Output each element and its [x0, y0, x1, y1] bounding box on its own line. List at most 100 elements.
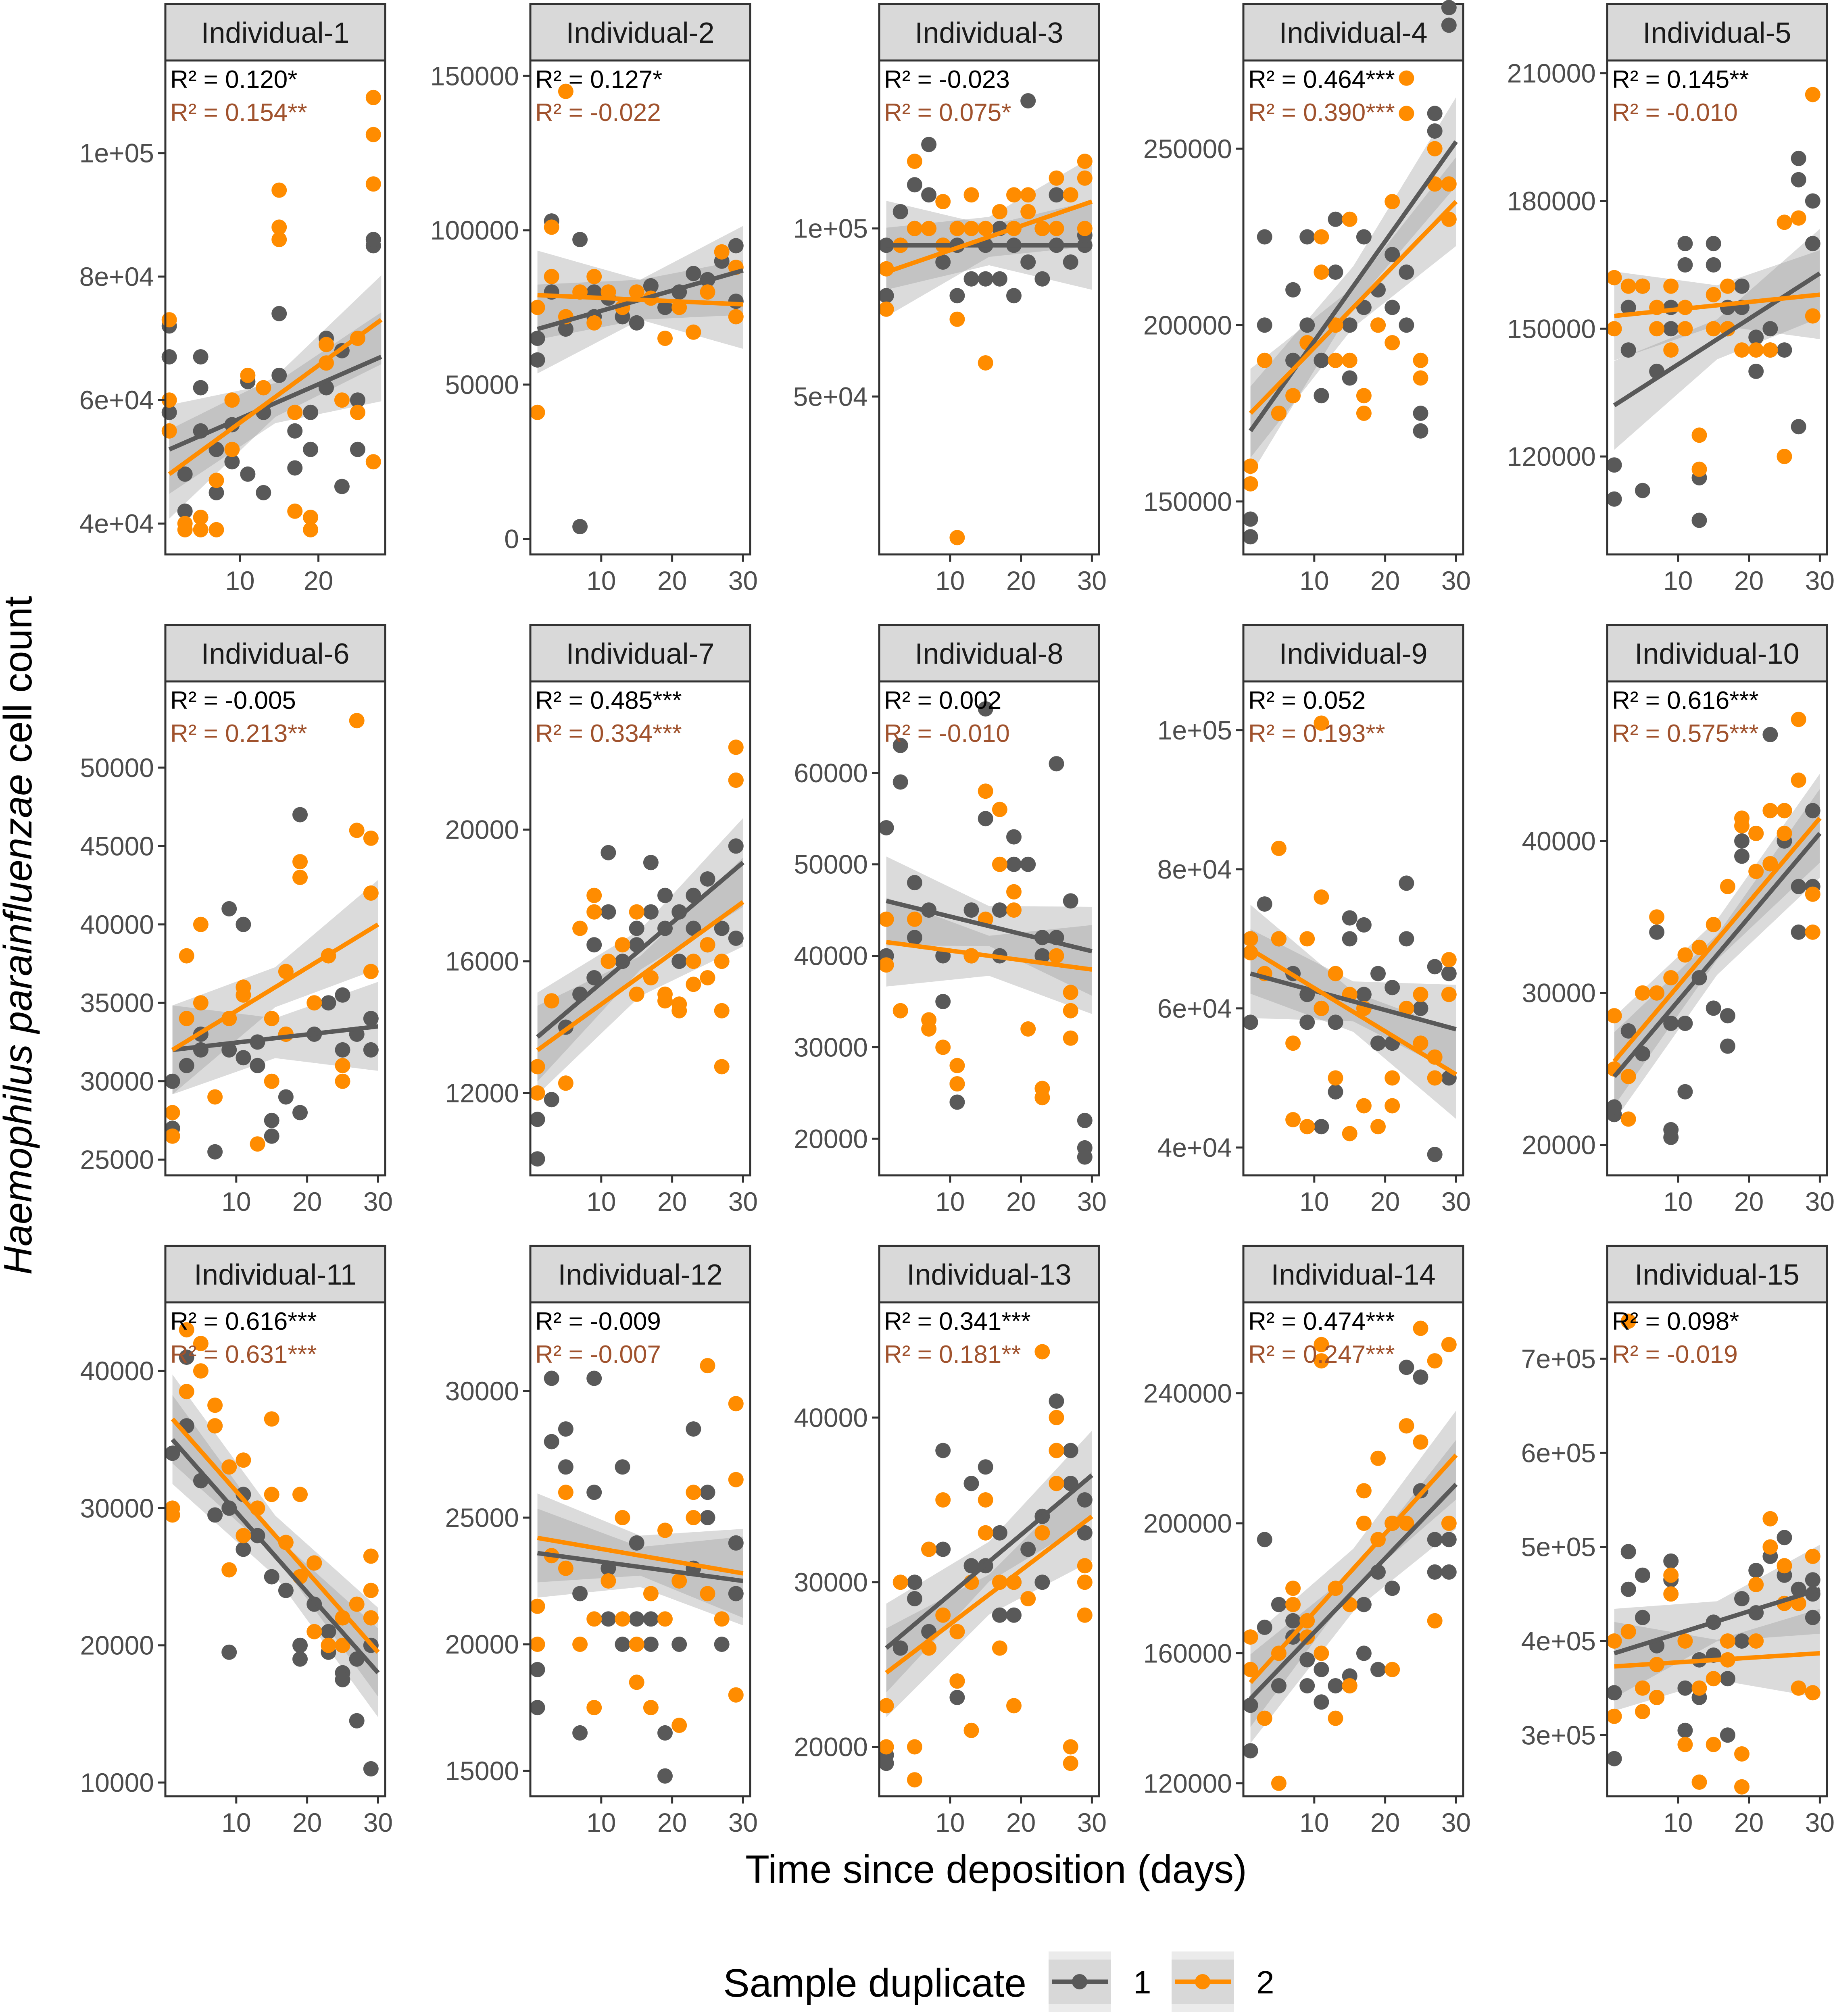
point-dup1	[1663, 321, 1679, 337]
point-dup1	[1427, 1147, 1443, 1162]
point-dup2	[629, 986, 644, 1002]
point-dup2	[278, 964, 294, 979]
point-dup1	[1635, 483, 1650, 498]
point-dup2	[1385, 194, 1400, 209]
point-dup1	[1620, 1581, 1636, 1597]
point-dup1	[1635, 1567, 1650, 1583]
point-dup1	[1606, 457, 1622, 473]
point-dup1	[1649, 924, 1665, 940]
point-dup2	[271, 219, 287, 235]
point-dup1	[992, 1525, 1007, 1541]
point-dup1	[586, 1370, 602, 1386]
point-dup2	[1748, 1577, 1764, 1592]
y-tick-label: 20000	[794, 1124, 868, 1154]
point-dup1	[1356, 1597, 1372, 1612]
point-dup1	[1006, 829, 1022, 845]
r2-label-dup2: R² = 0.631***	[170, 1341, 317, 1368]
point-dup1	[530, 1662, 545, 1677]
strip-background	[529, 624, 751, 683]
point-dup2	[643, 1700, 659, 1716]
strip-label: Individual-3	[915, 17, 1063, 49]
point-dup1	[335, 1672, 350, 1687]
point-dup2	[963, 221, 979, 236]
point-dup1	[615, 1459, 630, 1475]
x-tick-label: 10	[221, 1808, 251, 1837]
point-dup2	[700, 284, 715, 300]
point-dup1	[1777, 342, 1792, 358]
y-tick-label: 25000	[80, 1145, 154, 1175]
point-dup2	[1441, 1337, 1457, 1352]
point-dup1	[165, 1445, 180, 1461]
point-dup2	[1049, 1410, 1064, 1425]
point-dup2	[1049, 221, 1064, 236]
strip-label: Individual-8	[915, 638, 1063, 670]
point-dup2	[1385, 1662, 1400, 1677]
point-dup1	[714, 1637, 730, 1652]
point-dup1	[572, 519, 588, 535]
point-dup2	[949, 1673, 965, 1689]
point-dup2	[303, 522, 319, 537]
point-dup2	[1427, 141, 1443, 156]
point-dup2	[1791, 1680, 1806, 1696]
point-dup1	[256, 485, 271, 500]
trend-line-dup2	[1249, 947, 1458, 1077]
point-dup1	[992, 1607, 1007, 1623]
x-tick-label: 20	[1734, 1187, 1764, 1216]
point-dup1	[1399, 264, 1414, 280]
point-dup1	[1441, 1564, 1457, 1580]
point-dup1	[264, 1128, 279, 1144]
point-dup2	[1677, 321, 1693, 337]
point-dup2	[365, 127, 381, 142]
point-dup2	[992, 204, 1007, 219]
point-dup1	[700, 871, 715, 887]
point-dup1	[586, 937, 602, 953]
point-dup1	[1356, 917, 1372, 933]
point-dup1	[271, 367, 287, 383]
point-dup2	[1663, 342, 1679, 358]
point-dup1	[935, 1443, 951, 1458]
point-dup2	[1748, 864, 1764, 879]
point-dup2	[686, 1485, 701, 1500]
point-dup1	[1257, 229, 1272, 245]
point-dup2	[193, 995, 209, 1011]
point-dup2	[629, 284, 644, 300]
point-dup2	[629, 1674, 644, 1690]
y-tick-label: 250000	[1143, 134, 1232, 164]
r2-label-dup1: R² = 0.616***	[170, 1308, 317, 1335]
point-dup1	[1328, 211, 1343, 227]
point-dup1	[1034, 948, 1050, 964]
point-dup2	[1034, 221, 1050, 236]
trend-line-dup1	[1613, 1587, 1821, 1656]
y-axis-title-suffix: cell count	[0, 596, 40, 774]
point-dup2	[700, 937, 715, 953]
point-dup2	[221, 1562, 237, 1578]
point-dup2	[1243, 476, 1258, 492]
r2-label-dup1: R² = 0.464***	[1248, 66, 1395, 94]
point-dup1	[1720, 1671, 1735, 1687]
x-tick-label: 30	[1441, 566, 1471, 596]
point-dup1	[236, 916, 251, 932]
point-dup2	[586, 904, 602, 920]
y-tick-label: 12000	[445, 1078, 519, 1108]
point-dup2	[1441, 987, 1457, 1002]
x-tick-label: 20	[1734, 566, 1764, 596]
point-dup2	[165, 1507, 180, 1523]
point-dup2	[307, 1555, 322, 1571]
r2-label-dup1: R² = 0.120*	[170, 66, 297, 94]
panel-border	[1606, 1301, 1828, 1797]
point-dup2	[1734, 1779, 1750, 1795]
y-tick-label: 20000	[80, 1631, 154, 1660]
r2-label-dup1: R² = 0.002	[884, 687, 1001, 714]
strip-background	[1242, 1245, 1464, 1304]
point-dup2	[657, 986, 673, 1002]
point-dup1	[350, 392, 365, 408]
point-dup2	[907, 911, 922, 927]
point-dup2	[287, 404, 303, 420]
point-dup1	[657, 1725, 673, 1741]
point-dup2	[1762, 342, 1778, 358]
point-dup2	[1271, 931, 1287, 947]
point-dup2	[221, 1459, 237, 1475]
point-dup1	[1271, 1597, 1287, 1612]
r2-label-dup2: R² = 0.154**	[170, 99, 307, 127]
r2-label-dup2: R² = -0.007	[535, 1341, 661, 1368]
